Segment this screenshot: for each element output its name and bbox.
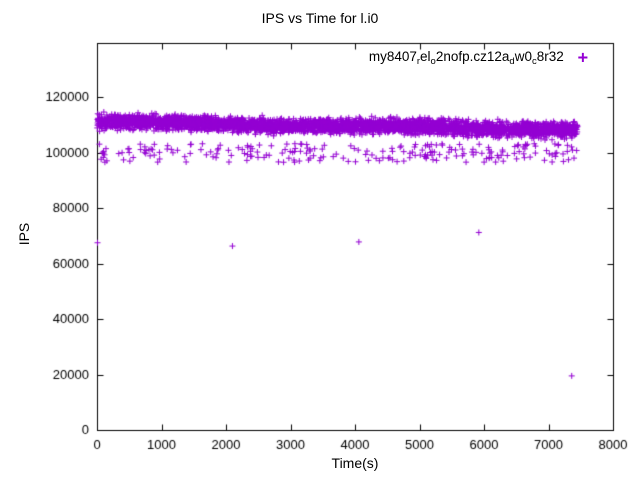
legend-label-segment: w0 [514,49,532,64]
chart-title: IPS vs Time for l.i0 [261,10,379,26]
legend-label-segment: o [430,56,436,67]
y-axis-label: IPS [16,222,32,246]
legend-label-segment: el [420,49,431,64]
legend-label-segment: r [416,56,421,67]
x-axis-label: Time(s) [331,455,379,471]
legend-series-label: my8407relo2nofp.cz12adw0c8r32 [369,49,564,67]
legend-label-segment: my8407 [368,49,417,64]
legend-label-segment: 8r32 [536,49,564,64]
legend-marker-plus-icon: + [577,48,588,68]
legend: my8407relo2nofp.cz12adw0c8r32 + [369,49,588,67]
legend-label-segment: c [531,56,537,67]
legend-label-segment: 2nofp.cz12a [435,49,510,64]
legend-label-segment: d [509,56,515,67]
